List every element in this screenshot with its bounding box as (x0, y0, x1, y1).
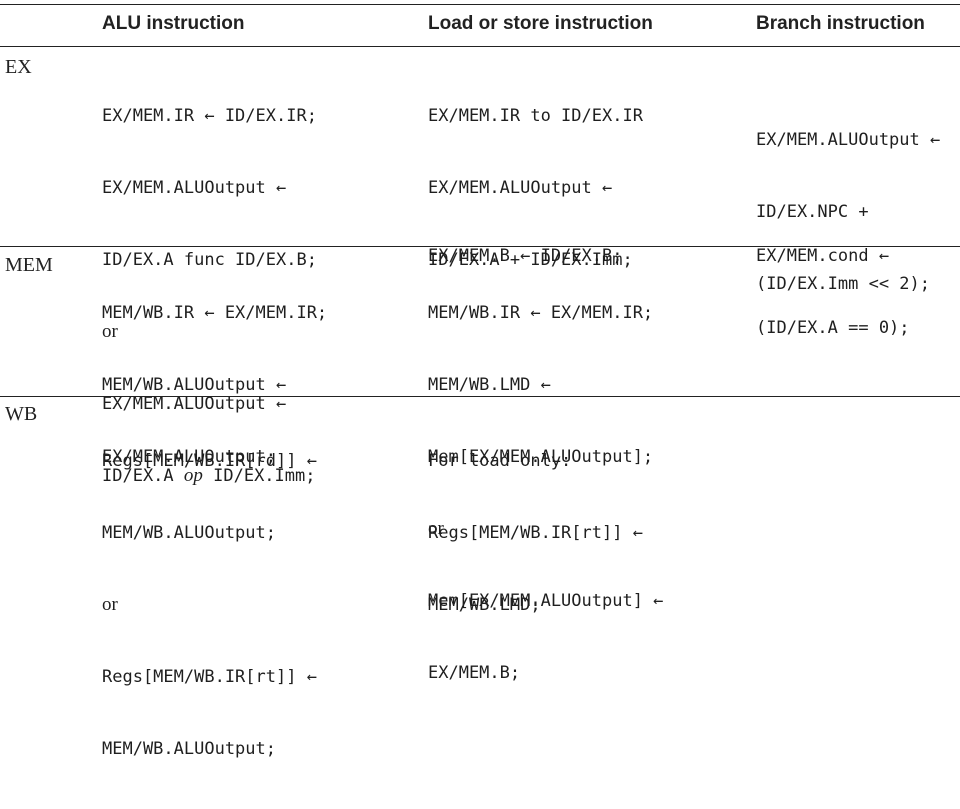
row-rule-mem (0, 246, 960, 247)
ex-loadstore-cell: EX/MEM.IR to ID/EX.IR EX/MEM.ALUOutput ←… (428, 56, 643, 320)
header-rule (0, 46, 960, 47)
wb-alu-line: Regs[MEM/WB.IR[rd]] ← (102, 451, 317, 471)
mem-alu-line: EX/MEM.ALUOutput; (102, 447, 276, 467)
ex-branch-line: EX/MEM.cond ← (756, 246, 890, 266)
ex-alu-operand-imm: ID/EX.Imm; (202, 466, 316, 486)
wb-alu-cell: Regs[MEM/WB.IR[rd]] ← MEM/WB.ALUOutput; … (102, 401, 317, 809)
ex-alu-line: ID/EX.A func ID/EX.B; (102, 250, 317, 270)
ex-branch-cell: EX/MEM.ALUOutput ← ID/EX.NPC + (ID/EX.Im… (756, 80, 940, 344)
wb-ls-line: MEM/WB.LMD; (428, 595, 541, 615)
mem-alu-cell: MEM/WB.IR ← EX/MEM.IR; MEM/WB.ALUOutput … (102, 253, 327, 517)
ex-branch-line: ID/EX.NPC + (756, 202, 869, 222)
ex-ls-line: EX/MEM.IR to ID/EX.IR (428, 106, 643, 126)
stage-ex: EX (5, 56, 32, 78)
ex-alu-line: EX/MEM.IR ← ID/EX.IR; (102, 106, 317, 126)
ex-ls-line: ID/EX.A + ID/EX.Imm; (428, 250, 633, 270)
mem-alu-line: MEM/WB.ALUOutput ← (102, 375, 287, 395)
header-alu: ALU instruction (102, 13, 245, 34)
wb-alu-line: MEM/WB.ALUOutput; (102, 523, 276, 543)
stage-wb: WB (5, 403, 38, 425)
ex-alu-line: EX/MEM.ALUOutput ← (102, 394, 287, 414)
mem-ls-line: MEM/WB.LMD ← (428, 375, 551, 395)
row-rule-wb (0, 396, 960, 397)
mem-alu-line: MEM/WB.IR ← EX/MEM.IR; (102, 303, 328, 323)
ex-alu-operand-a: ID/EX.A (102, 466, 184, 486)
mem-ls-line: Mem[EX/MEM.ALUOutput]; (428, 447, 654, 467)
wb-ls-line: Regs[MEM/WB.IR[rt]] ← (428, 523, 643, 543)
stage-mem: MEM (5, 254, 53, 276)
ex-ls-line: EX/MEM.ALUOutput ← (428, 178, 613, 198)
ex-loadstore-cell-b: EX/MEM.B ← ID/EX.B; (428, 196, 622, 316)
ex-ls-line: EX/MEM.B ← ID/EX.B; (428, 246, 623, 266)
ex-alu-line-op: ID/EX.A op ID/EX.Imm; (102, 464, 317, 488)
ex-alu-op: op (183, 465, 203, 486)
ex-alu-cell: EX/MEM.IR ← ID/EX.IR; EX/MEM.ALUOutput ←… (102, 56, 317, 536)
ex-branch-line: (ID/EX.A == 0); (756, 318, 910, 338)
wb-alu-line: Regs[MEM/WB.IR[rt]] ← (102, 667, 317, 687)
wb-alu-or: or (102, 594, 118, 615)
header-load-store: Load or store instruction (428, 13, 653, 34)
ex-branch-cell-cond: EX/MEM.cond ← (ID/EX.A == 0); (756, 196, 910, 388)
wb-alu-line: MEM/WB.ALUOutput; (102, 739, 276, 759)
ex-alu-or: or (102, 321, 118, 342)
ex-branch-line: (ID/EX.Imm << 2); (756, 274, 930, 294)
mem-ls-line: MEM/WB.IR ← EX/MEM.IR; (428, 303, 654, 323)
wb-loadstore-cell: For load only: Regs[MEM/WB.IR[rt]] ← MEM… (428, 401, 643, 665)
ex-alu-line: EX/MEM.ALUOutput ← (102, 178, 287, 198)
wb-ls-line: For load only: (428, 451, 572, 471)
pipeline-table: ALU instruction Load or store instructio… (0, 4, 960, 759)
header-branch: Branch instruction (756, 13, 925, 34)
ex-branch-line: EX/MEM.ALUOutput ← (756, 130, 941, 150)
table-top-rule (0, 4, 960, 5)
